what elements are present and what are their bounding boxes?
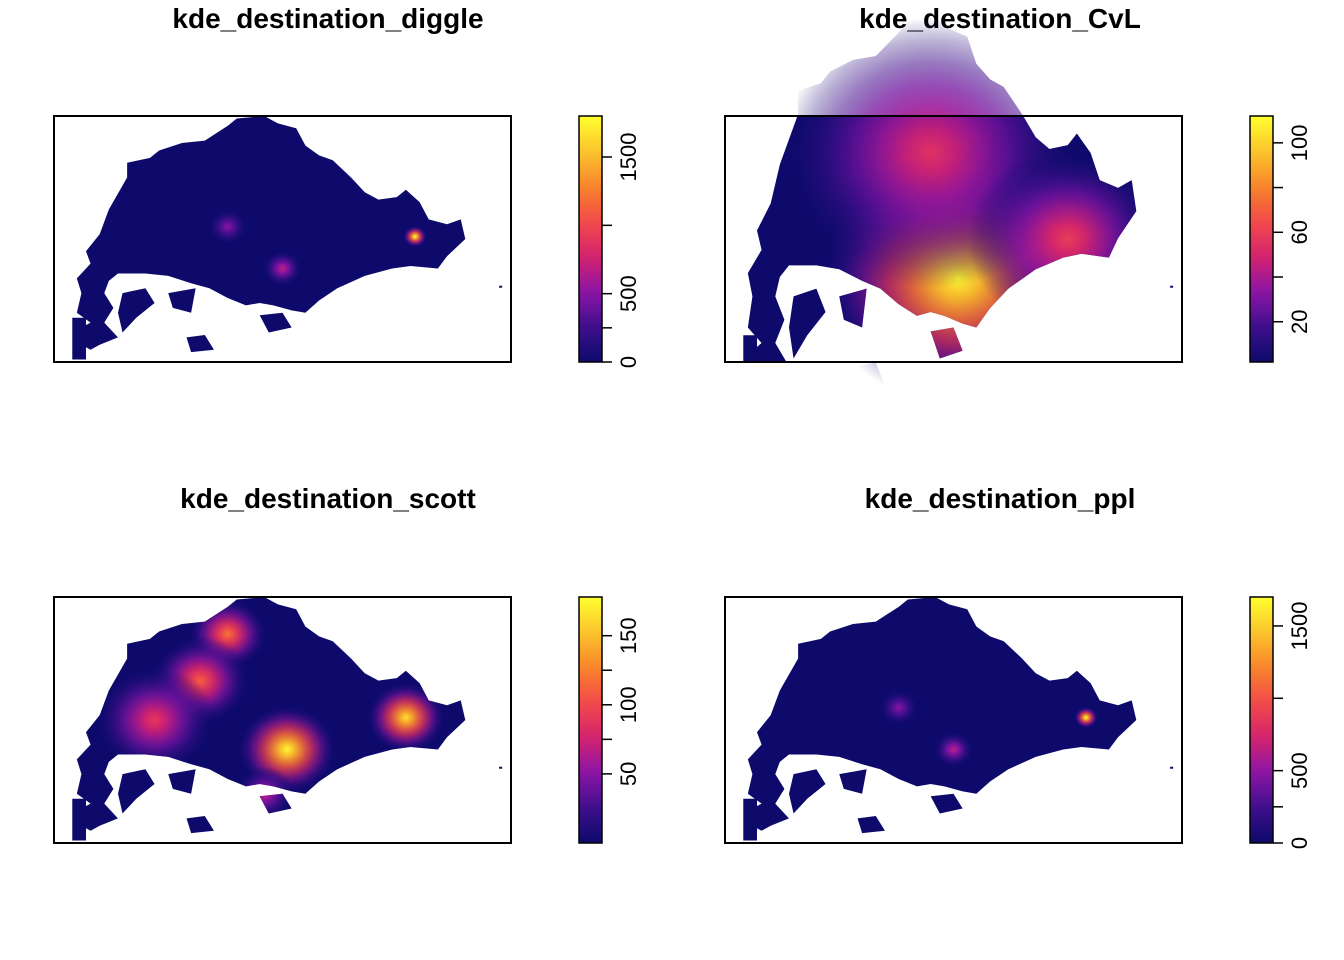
- density-hotspot: [207, 208, 248, 245]
- density-hotspot: [402, 225, 428, 248]
- map-frame: [53, 115, 512, 363]
- panel-scott: kde_destination_scott 50 100 150: [53, 483, 641, 844]
- density-hotspot: [1073, 706, 1099, 729]
- density-hotspot: [365, 681, 447, 754]
- density-base: [72, 116, 466, 360]
- map-frame: [53, 596, 512, 844]
- land-mass: [743, 17, 1137, 402]
- legend-tick-label: 150: [616, 617, 641, 654]
- land-mass: [72, 116, 466, 360]
- panel-title: kde_destination_diggle: [172, 3, 483, 34]
- legend-tick-label: 500: [616, 275, 641, 312]
- legend-tick-label: 60: [1287, 220, 1312, 244]
- density-base: [743, 597, 1137, 841]
- legend-tick-label: 0: [1287, 837, 1312, 849]
- legend-tick-label: 100: [1287, 124, 1312, 161]
- island-pixel: [499, 285, 503, 288]
- legend-tick-label: 0: [616, 356, 641, 368]
- density-hotspot: [933, 731, 974, 768]
- legend-color-bar: [578, 115, 603, 363]
- density-map: [72, 597, 503, 841]
- legend-tick-label: 20: [1287, 310, 1312, 334]
- island-pixel: [1170, 285, 1174, 288]
- density-map: [72, 116, 503, 360]
- panel-diggle: kde_destination_diggle 0 500 1500: [53, 3, 641, 368]
- land-mass: [72, 597, 466, 841]
- density-hotspot: [262, 250, 303, 287]
- color-legend: 20 60 100: [1249, 115, 1312, 363]
- legend-tick-label: 1500: [1287, 601, 1312, 650]
- panel-ppl: kde_destination_ppl 0 500 1500: [724, 483, 1312, 849]
- density-hotspot: [967, 148, 1137, 330]
- legend-tick-label: 50: [616, 762, 641, 786]
- density-hotspot: [94, 665, 215, 775]
- island-pixel: [499, 766, 503, 769]
- panel-title: kde_destination_scott: [180, 483, 476, 514]
- color-legend: 0 500 1500: [578, 115, 641, 368]
- legend-tick-label: 100: [616, 686, 641, 723]
- legend-tick-label: 1500: [616, 133, 641, 182]
- island-pixel: [1170, 766, 1174, 769]
- density-hotspot: [878, 689, 919, 726]
- density-map: [743, 17, 1174, 402]
- panel-title: kde_destination_ppl: [865, 483, 1136, 514]
- color-legend: 0 500 1500: [1249, 596, 1312, 849]
- legend-color-bar: [578, 596, 603, 844]
- map-frame: [724, 115, 1183, 363]
- density-hotspot: [234, 766, 295, 821]
- legend-color-bar: [1249, 115, 1274, 363]
- legend-tick-label: 500: [1287, 752, 1312, 789]
- land-mass: [743, 597, 1137, 841]
- map-frame: [724, 596, 1183, 844]
- legend-color-bar: [1249, 596, 1274, 844]
- density-map: [743, 597, 1174, 841]
- color-legend: 50 100 150: [578, 596, 641, 844]
